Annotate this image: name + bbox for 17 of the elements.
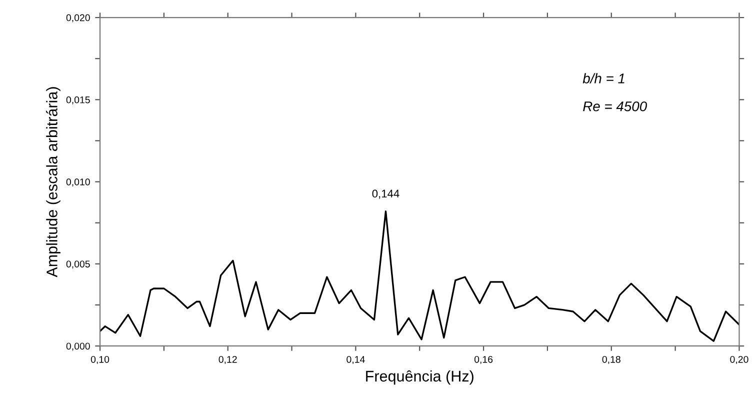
x-tick-label: 0,14: [346, 356, 365, 364]
annotation: Re = 4500: [583, 101, 647, 112]
y-tick-label: 0,015: [66, 96, 90, 104]
x-tick-label: 0,20: [730, 356, 748, 364]
annotation: b/h = 1: [582, 73, 624, 84]
y-tick-label: 0,005: [66, 260, 90, 269]
annotation: 0,144: [372, 190, 400, 199]
y-tick-label: 0,000: [66, 342, 90, 351]
x-tick-label: 0,16: [474, 356, 493, 364]
line-series: [100, 210, 740, 342]
x-tick-label: 0,10: [90, 356, 110, 364]
y-tick-label: 0,010: [66, 178, 90, 187]
x-axis-title: Frequência (Hz): [366, 370, 474, 385]
y-tick-label: 0,020: [66, 14, 90, 22]
y-axis-title: Amplitude (escala arbitrária): [46, 87, 60, 278]
x-tick-label: 0,12: [218, 356, 237, 364]
x-tick-label: 0,18: [602, 356, 620, 364]
